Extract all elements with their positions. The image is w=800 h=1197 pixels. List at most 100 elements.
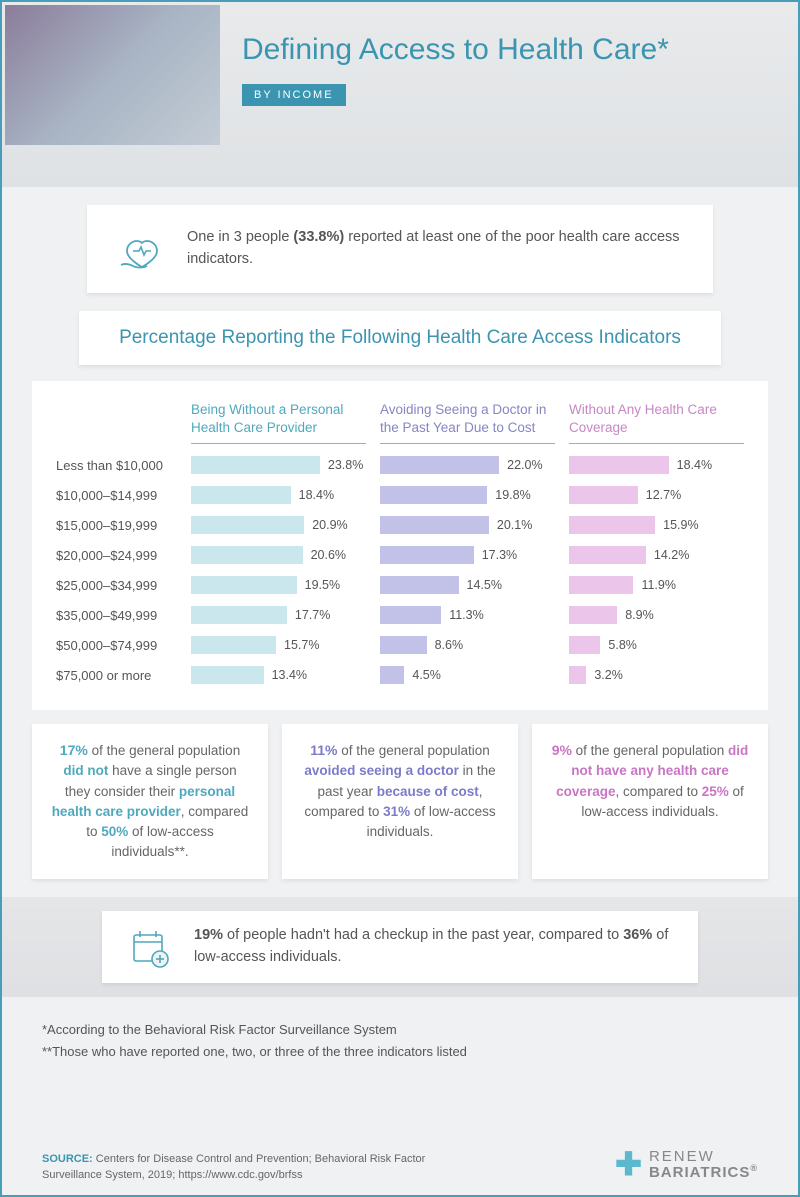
bar-value-label: 12.7% [646, 488, 681, 502]
bar-cell: 23.8% [191, 456, 366, 474]
bar [380, 606, 441, 624]
income-bracket-label: $20,000–$24,999 [56, 548, 191, 563]
bar [191, 486, 291, 504]
footnotes: *According to the Behavioral Risk Factor… [42, 1019, 758, 1063]
calendar-plus-icon [128, 925, 172, 969]
bar-cell: 15.9% [569, 516, 744, 534]
bar-value-label: 4.5% [412, 668, 441, 682]
checkup-callout: 19% of people hadn't had a checkup in th… [102, 911, 698, 983]
chart-area: Being Without a Personal Health Care Pro… [32, 381, 768, 710]
bar-value-label: 20.6% [311, 548, 346, 562]
bar-value-label: 22.0% [507, 458, 542, 472]
bar [569, 666, 586, 684]
footer: SOURCE: Centers for Disease Control and … [42, 1145, 758, 1183]
bar-value-label: 20.9% [312, 518, 347, 532]
column-header: Avoiding Seeing a Doctor in the Past Yea… [380, 401, 555, 444]
stat-callout-top: One in 3 people (33.8%) reported at leas… [87, 205, 713, 293]
chart-row: $20,000–$24,999 20.6% 17.3% 14.2% [56, 542, 744, 568]
bar-value-label: 11.3% [449, 608, 484, 622]
bar-value-label: 15.9% [663, 518, 698, 532]
chart-row: $10,000–$14,999 18.4% 19.8% 12.7% [56, 482, 744, 508]
bar [191, 636, 276, 654]
bar [569, 546, 646, 564]
bar-value-label: 3.2% [594, 668, 623, 682]
bar-value-label: 8.6% [435, 638, 464, 652]
bar-cell: 15.7% [191, 636, 366, 654]
logo-line1: RENEW [649, 1149, 758, 1164]
bar [380, 456, 499, 474]
bar-value-label: 23.8% [328, 458, 363, 472]
column-header: Being Without a Personal Health Care Pro… [191, 401, 366, 444]
bar-value-label: 20.1% [497, 518, 532, 532]
bar-value-label: 15.7% [284, 638, 319, 652]
bar-value-label: 17.7% [295, 608, 330, 622]
heart-hand-icon [113, 223, 165, 275]
income-bracket-label: $10,000–$14,999 [56, 488, 191, 503]
bar-value-label: 19.5% [305, 578, 340, 592]
bar-cell: 20.1% [380, 516, 555, 534]
plus-icon: ✚ [615, 1145, 643, 1183]
bar-cell: 22.0% [380, 456, 555, 474]
stat-box: 9% of the general population did not hav… [532, 724, 768, 879]
bar-value-label: 17.3% [482, 548, 517, 562]
bar-value-label: 18.4% [299, 488, 334, 502]
bar [569, 516, 655, 534]
bar [191, 666, 264, 684]
bar-cell: 14.5% [380, 576, 555, 594]
page-title: Defining Access to Health Care* [242, 32, 758, 68]
bar-value-label: 18.4% [677, 458, 712, 472]
income-bracket-label: $25,000–$34,999 [56, 578, 191, 593]
bar [380, 636, 427, 654]
income-bracket-label: $75,000 or more [56, 668, 191, 683]
bar-value-label: 8.9% [625, 608, 654, 622]
stat-box: 17% of the general population did not ha… [32, 724, 268, 879]
bar-cell: 5.8% [569, 636, 744, 654]
chart-row: $50,000–$74,999 15.7% 8.6% 5.8% [56, 632, 744, 658]
bar-cell: 8.6% [380, 636, 555, 654]
bar-cell: 14.2% [569, 546, 744, 564]
chart-row: Less than $10,00023.8%22.0%18.4% [56, 452, 744, 478]
income-bracket-label: $50,000–$74,999 [56, 638, 191, 653]
bar-value-label: 11.9% [641, 578, 676, 592]
bar-cell: 11.9% [569, 576, 744, 594]
bar [569, 486, 638, 504]
checkup-strip: 19% of people hadn't had a checkup in th… [2, 897, 798, 997]
bar-cell: 3.2% [569, 666, 744, 684]
bar [191, 456, 320, 474]
bar [380, 516, 489, 534]
subtitle-tag: BY INCOME [242, 84, 346, 106]
bar [380, 666, 404, 684]
chart-row: $35,000–$49,99917.7%11.3%8.9% [56, 602, 744, 628]
bar [569, 456, 669, 474]
bar [380, 546, 474, 564]
income-bracket-label: $15,000–$19,999 [56, 518, 191, 533]
section-title: Percentage Reporting the Following Healt… [79, 311, 721, 365]
bar [191, 576, 297, 594]
bar-cell: 20.9% [191, 516, 366, 534]
bar-cell: 4.5% [380, 666, 555, 684]
bar-value-label: 14.2% [654, 548, 689, 562]
source-label: SOURCE: [42, 1153, 93, 1165]
footnote-1: *According to the Behavioral Risk Factor… [42, 1019, 758, 1041]
bar-cell: 20.6% [191, 546, 366, 564]
bar [569, 636, 600, 654]
logo-line2: BARIATRICS [649, 1164, 750, 1181]
infographic-container: Defining Access to Health Care* BY INCOM… [0, 0, 800, 1197]
stat-box: 11% of the general population avoided se… [282, 724, 518, 879]
bar [569, 606, 617, 624]
bar-cell: 19.8% [380, 486, 555, 504]
chart-row: $75,000 or more13.4% 4.5% 3.2% [56, 662, 744, 688]
bar [191, 516, 304, 534]
bar-value-label: 14.5% [467, 578, 502, 592]
bar-cell: 13.4% [191, 666, 366, 684]
bar [191, 546, 303, 564]
source-citation: SOURCE: Centers for Disease Control and … [42, 1152, 442, 1183]
column-header: Without Any Health Care Coverage [569, 401, 744, 444]
brand-logo: ✚ RENEW BARIATRICS® [615, 1145, 758, 1183]
bar-cell: 17.7% [191, 606, 366, 624]
header-photo [5, 5, 220, 145]
bar-cell: 8.9% [569, 606, 744, 624]
header: Defining Access to Health Care* BY INCOM… [2, 2, 798, 187]
source-text: Centers for Disease Control and Preventi… [42, 1153, 425, 1180]
bar-value-label: 5.8% [608, 638, 637, 652]
